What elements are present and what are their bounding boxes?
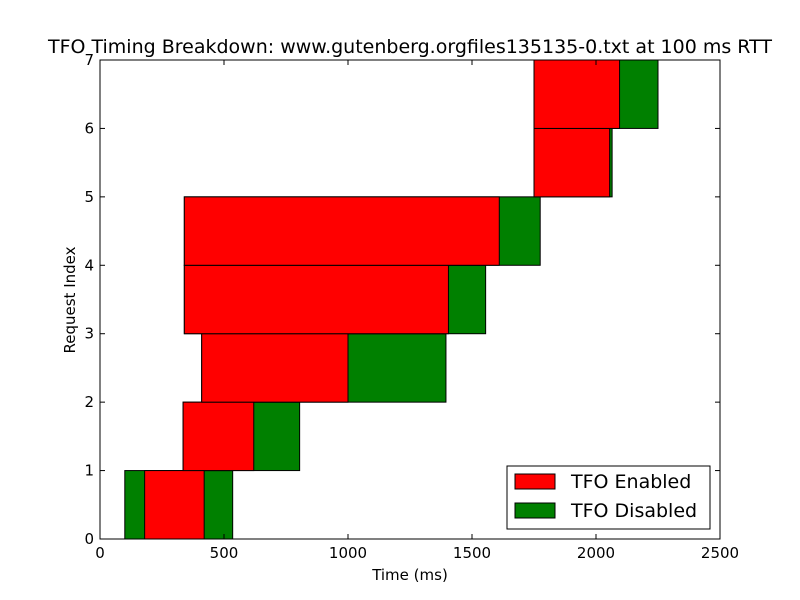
y-tick-label: 2 [84, 393, 94, 411]
y-tick-label: 7 [84, 51, 94, 69]
bar-tfo-enabled-3 [183, 264, 449, 335]
x-tick-label: 2000 [577, 544, 615, 562]
y-tick-label: 0 [84, 530, 94, 548]
y-tick-label: 6 [84, 119, 94, 137]
x-tick-label: 2500 [701, 544, 739, 562]
plot-frame [99, 59, 721, 540]
legend-swatch-tfo-disabled [514, 502, 556, 519]
x-tick-label: 0 [95, 544, 105, 562]
x-tick-label: 500 [210, 544, 239, 562]
x-tick-label: 1000 [329, 544, 367, 562]
y-tick-label: 3 [84, 325, 94, 343]
chart-title: TFO Timing Breakdown: www.gutenberg.orgf… [47, 36, 772, 58]
bar-tfo-enabled-4 [183, 196, 500, 266]
bar-tfo-enabled-2 [201, 333, 349, 403]
x-axis-label: Time (ms) [371, 566, 448, 584]
bar-tfo-enabled-5 [533, 127, 611, 198]
y-tick-label: 4 [84, 256, 94, 274]
y-tick-label: 1 [84, 462, 94, 480]
legend-label-tfo-disabled: TFO Disabled [570, 500, 697, 522]
legend: TFO Enabled TFO Disabled [506, 465, 711, 530]
legend-swatch-tfo-enabled [514, 473, 556, 490]
bar-tfo-enabled-6 [533, 59, 621, 129]
y-axis-label: Request Index [61, 246, 79, 353]
y-tick-label: 5 [84, 188, 94, 206]
ticks-layer: 0 500 1000 1500 2000 2500 0 1 2 3 4 5 6 7 [84, 51, 739, 562]
bar-tfo-enabled-1 [182, 401, 255, 472]
legend-label-tfo-enabled: TFO Enabled [570, 471, 691, 493]
bar-tfo-enabled-0 [144, 470, 205, 540]
bars-layer [124, 59, 659, 540]
x-tick-label: 1500 [453, 544, 491, 562]
